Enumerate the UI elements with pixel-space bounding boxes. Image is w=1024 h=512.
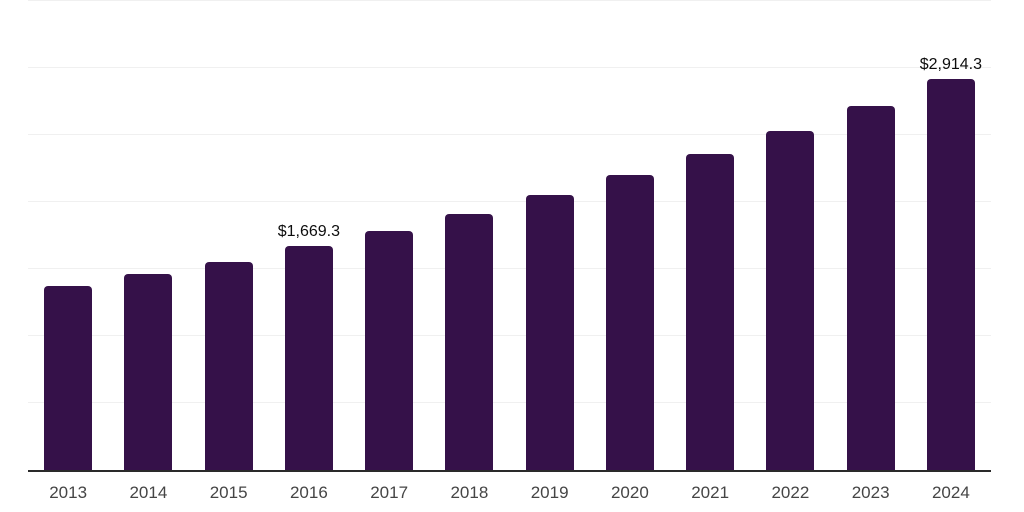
x-tick-label-2014: 2014 [129, 483, 168, 502]
gridline-3500 [28, 0, 991, 1]
bar-2017 [365, 231, 414, 470]
bar-band-2023 [831, 1, 911, 470]
x-tick-label-2019: 2019 [530, 483, 569, 502]
bar-band-2021 [670, 1, 750, 470]
bar-band-2013 [28, 1, 108, 470]
bar-band-2016: $1,669.3 [269, 1, 349, 470]
bar-2019 [525, 195, 574, 470]
bar-2013 [44, 286, 93, 470]
bar-2023 [846, 105, 895, 470]
x-axis-labels: 2013 2014 2015 2016 2017 2018 2019 2020 2021 2022… [28, 483, 991, 503]
gridline-2500 [28, 134, 991, 135]
x-tick-label-2018: 2018 [450, 483, 489, 502]
x-tick-label-2017: 2017 [370, 483, 409, 502]
bar-value-label-2016: $1,669.3 [277, 223, 341, 241]
x-tick-label-2022: 2022 [771, 483, 810, 502]
bar-band-2020 [590, 1, 670, 470]
x-tick-label-2015: 2015 [209, 483, 248, 502]
bar-value-label-2024: $2,914.3 [919, 56, 983, 74]
bar-2015 [204, 261, 253, 470]
x-tick-label-2024: 2024 [931, 483, 970, 502]
bar-2020 [605, 175, 654, 470]
x-tick-label-2020: 2020 [610, 483, 649, 502]
gridline-1500 [28, 268, 991, 269]
bar-band-2024: $2,914.3 [911, 1, 991, 470]
bar-band-2014 [108, 1, 188, 470]
gridline-1000 [28, 335, 991, 336]
bars: $1,669.3 $2,914.3 [28, 1, 991, 470]
bar-2018 [445, 214, 494, 470]
gridline-500 [28, 402, 991, 403]
gridline-3000 [28, 67, 991, 68]
bar-2016: $1,669.3 [278, 223, 340, 470]
bar-band-2017 [349, 1, 429, 470]
gridline-2000 [28, 201, 991, 202]
bar-2021 [686, 154, 735, 470]
x-tick-label-2016: 2016 [289, 483, 328, 502]
bar-2014 [124, 274, 173, 470]
x-tick-label-2023: 2023 [851, 483, 890, 502]
plot-area: $1,669.3 $2,914.3 [28, 0, 991, 472]
x-tick-label-2021: 2021 [691, 483, 730, 502]
bar-2022 [766, 130, 815, 470]
gridlines [28, 0, 991, 470]
bar-band-2015 [189, 1, 269, 470]
bar-band-2022 [750, 1, 830, 470]
bar-2024: $2,914.3 [920, 56, 982, 470]
bar-band-2019 [510, 1, 590, 470]
x-tick-label-2013: 2013 [49, 483, 88, 502]
bar-band-2018 [429, 1, 509, 470]
